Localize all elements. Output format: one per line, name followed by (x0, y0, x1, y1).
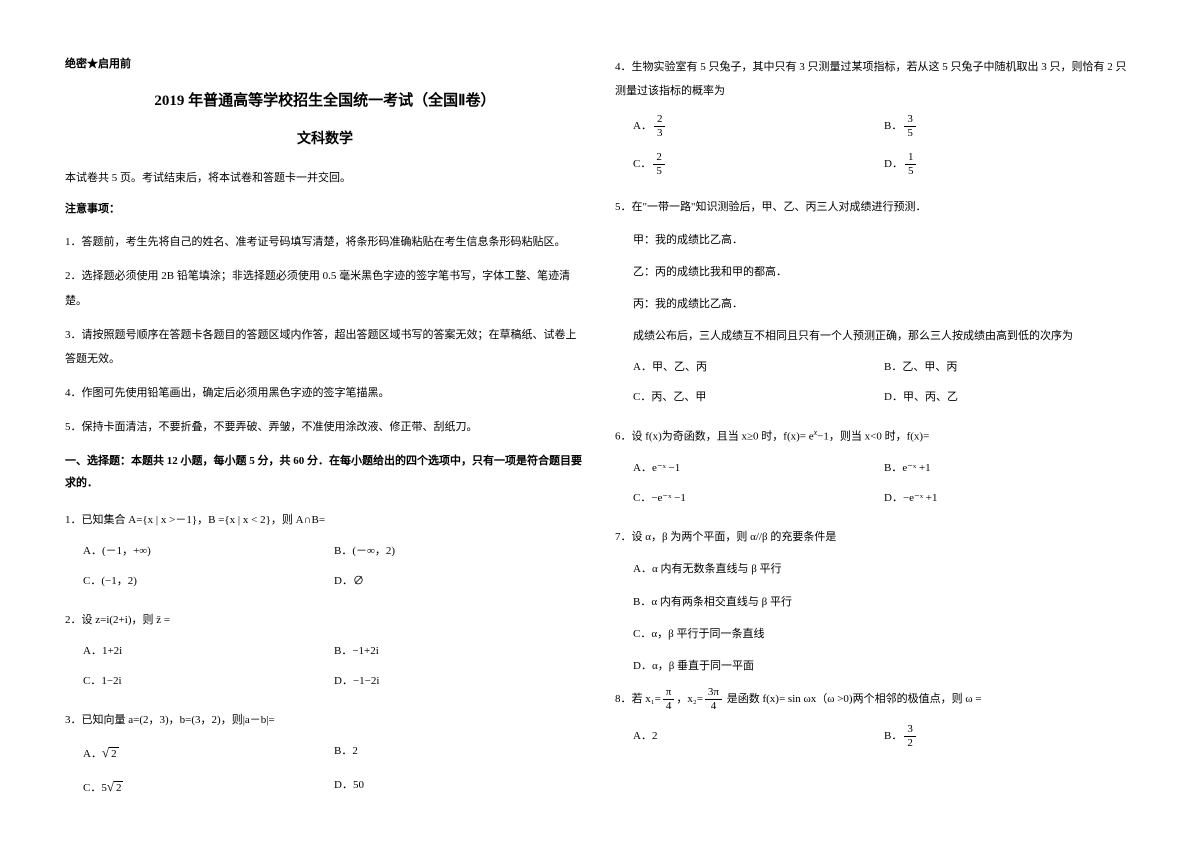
q3-option-b: B．2 (334, 740, 585, 766)
notice-5: 5．保持卡面清洁，不要折叠，不要弄破、弄皱，不准使用涂改液、修正带、刮纸刀。 (65, 415, 585, 439)
question-6: 6．设 f(x)为奇函数，且当 x≥0 时，f(x)= ex−1，则当 x<0 … (615, 424, 1135, 517)
q5-option-a: A．甲、乙、丙 (633, 356, 884, 378)
notice-2: 2．选择题必须使用 2B 铅笔填涂；非选择题必须使用 0.5 毫米黑色字迹的签字… (65, 264, 585, 312)
q5-option-c: C．丙、乙、甲 (633, 386, 884, 408)
q8-option-a: A．2 (633, 721, 884, 751)
q5-text: 5．在"一带一路"知识测验后，甲、乙、丙三人对成绩进行预测． (615, 195, 1135, 219)
q1-option-b: B．(－∞，2) (334, 540, 585, 562)
question-1: 1．已知集合 A={x | x >－1}，B ={x | x < 2}，则 A∩… (65, 508, 585, 600)
q5-option-b: B．乙、甲、丙 (884, 356, 1135, 378)
section-1-header: 一、选择题：本题共 12 小题，每小题 5 分，共 60 分．在每小题给出的四个… (65, 450, 585, 494)
q1-option-d: D．∅ (334, 570, 585, 592)
q4-option-b: B．35 (884, 111, 1135, 141)
q6-option-a: A．e⁻ˣ −1 (633, 457, 884, 479)
q6-option-d: D．−e⁻ˣ +1 (884, 487, 1135, 509)
q1-option-a: A．(－1，+∞) (83, 540, 334, 562)
exam-title: 2019 年普通高等学校招生全国统一考试（全国Ⅱ卷） (65, 89, 585, 110)
q7-option-d: D．α，β 垂直于同一平面 (633, 654, 1135, 678)
notice-header: 注意事项： (65, 200, 585, 216)
q5-sub-2: 乙：丙的成绩比我和甲的都高． (615, 260, 1135, 284)
q4-text: 4．生物实验室有 5 只兔子，其中只有 3 只测量过某项指标，若从这 5 只兔子… (615, 55, 1135, 103)
q2-option-d: D．−1−2i (334, 670, 585, 692)
q5-sub-3: 丙：我的成绩比乙高． (615, 292, 1135, 316)
q4-option-d: D．15 (884, 149, 1135, 179)
q4-option-a: A．23 (633, 111, 884, 141)
q1-option-c: C．(−1，2) (83, 570, 334, 592)
question-7: 7．设 α，β 为两个平面，则 α//β 的充要条件是 A．α 内有无数条直线与… (615, 525, 1135, 678)
notice-3: 3．请按照题号顺序在答题卡各题目的答题区域内作答，超出答题区域书写的答案无效；在… (65, 323, 585, 371)
q1-text: 1．已知集合 A={x | x >－1}，B ={x | x < 2}，则 A∩… (65, 508, 585, 532)
q7-option-c: C．α，β 平行于同一条直线 (633, 622, 1135, 646)
notice-4: 4．作图可先使用铅笔画出，确定后必须用黑色字迹的签字笔描黑。 (65, 381, 585, 405)
q2-option-c: C．1−2i (83, 670, 334, 692)
q4-option-c: C．25 (633, 149, 884, 179)
q7-option-b: B．α 内有两条相交直线与 β 平行 (633, 590, 1135, 614)
q7-option-a: A．α 内有无数条直线与 β 平行 (633, 557, 1135, 581)
q3-option-a: A．2 (83, 740, 334, 766)
q5-sub-1: 甲：我的成绩比乙高． (615, 228, 1135, 252)
right-column: 4．生物实验室有 5 只兔子，其中只有 3 只测量过某项指标，若从这 5 只兔子… (600, 55, 1150, 818)
question-2: 2．设 z=i(2+i)，则 z̄ = A．1+2i B．−1+2i C．1−2… (65, 608, 585, 700)
question-8: 8．若 x₁=π4，x₂=3π4 是函数 f(x)= sin ωx（ω >0)两… (615, 686, 1135, 759)
notice-1: 1．答题前，考生先将自己的姓名、准考证号码填写清楚，将条形码准确粘贴在考生信息条… (65, 230, 585, 254)
q8-option-b: B．32 (884, 721, 1135, 751)
page-instruction: 本试卷共 5 页。考试结束后，将本试卷和答题卡一并交回。 (65, 166, 585, 190)
q3-option-c: C．52 (83, 774, 334, 800)
left-column: 绝密★启用前 2019 年普通高等学校招生全国统一考试（全国Ⅱ卷） 文科数学 本… (50, 55, 600, 818)
q6-option-b: B．e⁻ˣ +1 (884, 457, 1135, 479)
q5-sub-4: 成绩公布后，三人成绩互不相同且只有一个人预测正确，那么三人按成绩由高到低的次序为 (615, 324, 1135, 348)
q5-option-d: D．甲、丙、乙 (884, 386, 1135, 408)
subject-subtitle: 文科数学 (65, 128, 585, 148)
q6-text: 6．设 f(x)为奇函数，且当 x≥0 时，f(x)= ex−1，则当 x<0 … (615, 424, 1135, 449)
q7-text: 7．设 α，β 为两个平面，则 α//β 的充要条件是 (615, 525, 1135, 549)
q2-text: 2．设 z=i(2+i)，则 z̄ = (65, 608, 585, 632)
q3-text: 3．已知向量 a=(2，3)，b=(3，2)，则|a－b|= (65, 708, 585, 732)
q8-text: 8．若 x₁=π4，x₂=3π4 是函数 f(x)= sin ωx（ω >0)两… (615, 686, 1135, 713)
question-5: 5．在"一带一路"知识测验后，甲、乙、丙三人对成绩进行预测． 甲：我的成绩比乙高… (615, 195, 1135, 416)
q2-option-b: B．−1+2i (334, 640, 585, 662)
confidential-label: 绝密★启用前 (65, 55, 585, 71)
question-3: 3．已知向量 a=(2，3)，b=(3，2)，则|a－b|= A．2 B．2 C… (65, 708, 585, 808)
question-4: 4．生物实验室有 5 只兔子，其中只有 3 只测量过某项指标，若从这 5 只兔子… (615, 55, 1135, 187)
q2-option-a: A．1+2i (83, 640, 334, 662)
q6-option-c: C．−e⁻ˣ −1 (633, 487, 884, 509)
q3-option-d: D．50 (334, 774, 585, 800)
